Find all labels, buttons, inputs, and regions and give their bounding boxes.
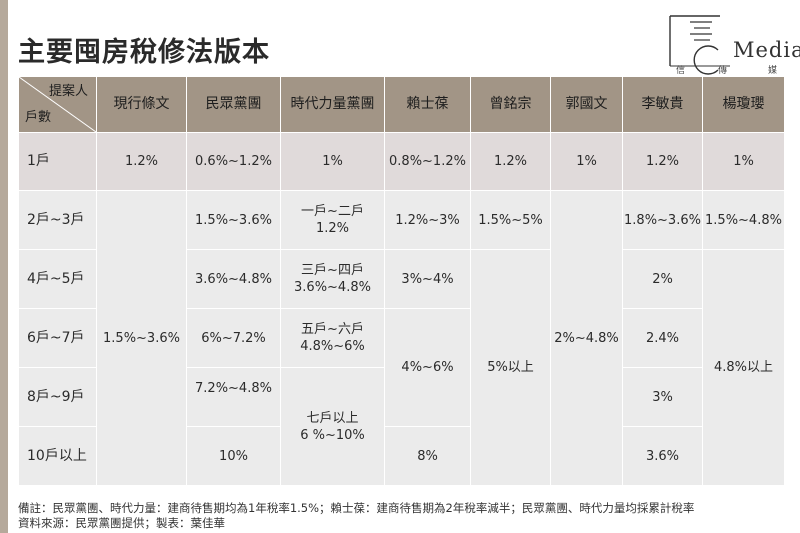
cell-value: 3.6% xyxy=(622,426,703,486)
table-row: 10戶以上 10% 8% 3.6% xyxy=(18,426,785,486)
cell-value: 7.2%~4.8% xyxy=(186,367,281,427)
row-label: 10戶以上 xyxy=(18,426,97,486)
cell-value: 2% xyxy=(622,249,703,309)
source-note: 資料來源：民眾黨團提供；製表：葉佳華 xyxy=(18,516,225,530)
tax-proposals-table: 提案人 戶數 現行條文 民眾黨團 時代力量黨團 賴士葆 曾銘宗 郭國文 李敏貴 … xyxy=(18,76,785,486)
cell-value: 1.2%~3% xyxy=(384,190,471,250)
cell-value: 1% xyxy=(702,132,785,191)
cell-value: 1.8%~3.6% xyxy=(622,190,703,250)
cell-sub-label: 三戶~四戶 xyxy=(301,263,364,278)
cell-value: 七戶以上 6 %~10% xyxy=(280,367,385,486)
header-yang: 楊瓊瓔 xyxy=(702,76,785,133)
table-row: 4戶~5戶 3.6%~4.8% 三戶~四戶 3.6%~4.8% 3%~4% 5%以… xyxy=(18,249,785,486)
table-row: 1戶 1.2% 0.6%~1.2% 1% 0.8%~1.2% 1.2% 1% 1… xyxy=(18,132,785,191)
remark-note: 備註：民眾黨團、時代力量：建商待售期均為1年稅率1.5%；賴士葆：建商待售期為2… xyxy=(18,501,695,515)
table-row: 8戶~9戶 7.2%~4.8% 七戶以上 6 %~10% 3% xyxy=(18,367,785,486)
header-tseng: 曾銘宗 xyxy=(470,76,551,133)
cell-value: 2.4% xyxy=(622,308,703,368)
cell-sub-value: 1.2% xyxy=(315,221,350,236)
header-npp: 時代力量黨團 xyxy=(280,76,385,133)
cell-value: 8% xyxy=(384,426,471,486)
cell-text: 2%~4.8% xyxy=(554,330,619,346)
header-tpp: 民眾黨團 xyxy=(186,76,281,133)
row-label: 8戶~9戶 xyxy=(18,367,97,427)
cell-value: 6%~7.2% xyxy=(186,308,281,368)
table-row: 2戶~3戶 1.5%~3.6% 1.5%~3.6% 一戶~二戶 1.2% 1.2%… xyxy=(18,190,785,486)
cell-value: 5%以上 xyxy=(470,249,551,486)
cell-value: 0.8%~1.2% xyxy=(384,132,471,191)
cell-value: 1.5%~3.6% xyxy=(96,190,187,486)
cell-sub-value: 6 %~10% xyxy=(300,427,365,443)
cell-text: 4.8%以上 xyxy=(713,360,774,375)
cell-sub-value: 4.8%~6% xyxy=(300,339,365,354)
cell-value: 3.6%~4.8% xyxy=(186,249,281,309)
cell-text: 5%以上 xyxy=(487,360,534,375)
cell-sub-label: 五戶~六戶 xyxy=(301,322,364,337)
row-label: 6戶~7戶 xyxy=(18,308,97,368)
cell-sub-label: 七戶以上 xyxy=(306,410,359,426)
cell-value: 一戶~二戶 1.2% xyxy=(280,190,385,250)
cell-value: 三戶~四戶 3.6%~4.8% xyxy=(280,249,385,309)
cell-value: 10% xyxy=(186,426,281,486)
row-label: 2戶~3戶 xyxy=(18,190,97,250)
cell-value: 1% xyxy=(280,132,385,191)
header-kuo: 郭國文 xyxy=(550,76,623,133)
cell-value: 0.6%~1.2% xyxy=(186,132,281,191)
cell-value: 五戶~六戶 4.8%~6% xyxy=(280,308,385,368)
cell-value: 1.5%~3.6% xyxy=(186,190,281,250)
cell-value: 1.5%~5% xyxy=(470,190,551,250)
logo-sub-3: 媒 xyxy=(768,66,778,76)
header-li: 李敏貴 xyxy=(622,76,703,133)
header-row: 提案人 戶數 現行條文 民眾黨團 時代力量黨團 賴士葆 曾銘宗 郭國文 李敏貴 … xyxy=(18,76,785,133)
header-current: 現行條文 xyxy=(96,76,187,133)
units-label: 戶數 xyxy=(25,110,52,125)
cell-value: 1.2% xyxy=(470,132,551,191)
page-title: 主要囤房稅修法版本 xyxy=(18,37,270,68)
logo-sub-1: 信 xyxy=(676,66,686,76)
logo-mark-icon xyxy=(669,15,730,75)
corner-cell: 提案人 戶數 xyxy=(18,76,97,133)
left-accent-bar xyxy=(0,0,8,533)
cell-value: 4.8%以上 xyxy=(702,249,785,486)
header-lai: 賴士葆 xyxy=(384,76,471,133)
cell-value: 3%~4% xyxy=(384,249,471,309)
cell-value: 1.2% xyxy=(622,132,703,191)
row-label: 4戶~5戶 xyxy=(18,249,97,309)
cell-sub-value: 3.6%~4.8% xyxy=(294,280,371,295)
row-label: 1戶 xyxy=(18,132,97,191)
cell-value: 1.5%~4.8% xyxy=(702,190,785,250)
cell-value: 1.2% xyxy=(96,132,187,191)
logo-sub-2: 傳 xyxy=(718,66,728,76)
cell-value: 3% xyxy=(622,367,703,427)
cell-text: 1.5%~3.6% xyxy=(103,330,180,346)
cell-text: 4%~6% xyxy=(401,360,454,375)
logo-wordmark: Media xyxy=(733,38,800,62)
proposer-label: 提案人 xyxy=(48,84,88,99)
cell-value: 4%~6% xyxy=(384,308,471,427)
diagonal-divider-icon xyxy=(19,77,96,132)
cell-value: 1% xyxy=(550,132,623,191)
cell-value: 2%~4.8% xyxy=(550,190,623,486)
cell-sub-label: 一戶~二戶 xyxy=(301,204,364,219)
